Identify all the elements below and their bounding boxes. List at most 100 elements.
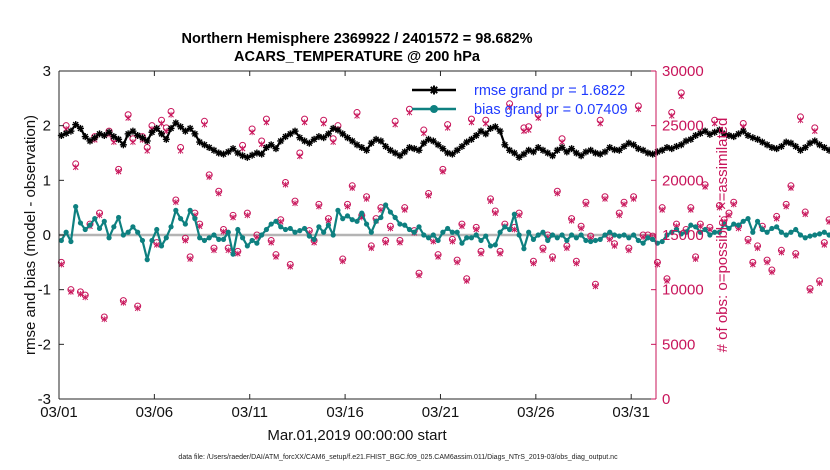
rmse-point bbox=[196, 138, 204, 146]
bias-point bbox=[177, 216, 184, 222]
obs-assimilated-point bbox=[449, 238, 456, 245]
y-tick-label: 2 bbox=[43, 118, 51, 135]
rmse-point bbox=[563, 148, 571, 156]
rmse-point bbox=[296, 134, 304, 142]
obs-assimilated-point bbox=[621, 201, 627, 208]
rmse-point bbox=[358, 144, 366, 152]
rmse-point bbox=[477, 127, 485, 135]
bias-point bbox=[325, 222, 332, 228]
obs-assimilated-point bbox=[287, 263, 294, 270]
rmse-point bbox=[262, 144, 270, 152]
bias-point bbox=[173, 207, 179, 213]
rmse-point bbox=[677, 141, 685, 149]
rmse-point bbox=[501, 141, 509, 149]
obs-assimilated-point bbox=[492, 210, 499, 217]
rmse-point bbox=[72, 121, 80, 129]
bias-point bbox=[311, 236, 317, 242]
obs-assimilated-point bbox=[301, 119, 308, 126]
y-axis-right: 0 5000 10000 15000 20000 25000 30000 bbox=[651, 63, 704, 408]
obs-assimilated-point bbox=[769, 269, 775, 276]
rmse-point bbox=[353, 141, 361, 149]
rmse-point bbox=[282, 133, 289, 141]
rmse-point bbox=[158, 130, 166, 138]
bias-point bbox=[58, 237, 64, 244]
obs-assimilated-point bbox=[401, 206, 408, 213]
bias-point bbox=[826, 232, 830, 238]
obs-assimilated-point bbox=[316, 203, 322, 210]
bias-point bbox=[92, 216, 98, 222]
bias-point bbox=[201, 237, 208, 244]
rmse-point bbox=[210, 146, 218, 154]
bias-point bbox=[340, 216, 346, 222]
rmse-point bbox=[739, 127, 747, 135]
rmse-point bbox=[286, 130, 294, 138]
rmse-point bbox=[291, 127, 299, 135]
obs-assimilated-point bbox=[821, 241, 828, 248]
bias-point bbox=[96, 225, 103, 232]
obs-assimilated-point bbox=[292, 200, 298, 207]
rmse-point bbox=[200, 141, 208, 149]
bias-point bbox=[807, 233, 813, 239]
bias-point bbox=[545, 237, 551, 244]
obs-assimilated-point bbox=[172, 199, 179, 206]
rmse-point bbox=[396, 152, 404, 160]
rmse-point bbox=[110, 133, 118, 141]
obs-assimilated-point bbox=[320, 120, 327, 127]
rmse-point bbox=[415, 146, 423, 154]
obs-assimilated-point bbox=[220, 228, 227, 235]
obs-assimilated-point bbox=[211, 247, 217, 254]
bias-series bbox=[58, 202, 830, 263]
bias-point bbox=[101, 218, 107, 224]
obs-assimilated-point bbox=[382, 239, 389, 246]
obs-assimilated-point bbox=[258, 141, 265, 148]
bias-point bbox=[487, 243, 494, 249]
rmse-point bbox=[224, 148, 232, 156]
rmse-point bbox=[105, 128, 113, 136]
obs-assimilated-point bbox=[125, 115, 131, 122]
rmse-point bbox=[186, 124, 194, 132]
rmse-point bbox=[348, 137, 356, 145]
obs-assimilated-point bbox=[206, 174, 213, 181]
obs-assimilated-point bbox=[578, 225, 584, 232]
rmse-point bbox=[539, 146, 547, 154]
bias-point bbox=[802, 235, 808, 241]
rmse-point bbox=[558, 144, 566, 152]
bias-point bbox=[139, 237, 146, 244]
rmse-point bbox=[420, 139, 428, 147]
bias-point bbox=[278, 224, 284, 230]
bias-point bbox=[106, 235, 112, 241]
x-tick-label: 03/06 bbox=[136, 404, 174, 421]
rmse-point bbox=[515, 153, 523, 161]
y2-tick-label: 15000 bbox=[662, 227, 704, 244]
chart-subtitle: ACARS_TEMPERATURE @ 200 hPa bbox=[234, 49, 481, 65]
rmse-point bbox=[496, 127, 504, 135]
bias-point bbox=[597, 236, 603, 242]
rmse-point bbox=[205, 144, 213, 152]
bias-point bbox=[650, 236, 656, 242]
rmse-point bbox=[630, 141, 638, 149]
bias-point bbox=[387, 209, 394, 215]
obs-assimilated-point bbox=[115, 168, 122, 175]
rmse-point bbox=[668, 145, 676, 153]
rmse-point bbox=[305, 139, 313, 147]
obs-assimilated-point bbox=[535, 115, 542, 122]
rmse-point bbox=[81, 133, 89, 141]
rmse-point bbox=[434, 141, 442, 149]
bias-point bbox=[592, 237, 599, 244]
obs-assimilated-point bbox=[811, 128, 818, 135]
obs-assimilated-point bbox=[573, 260, 580, 267]
obs-assimilated-point bbox=[702, 183, 708, 190]
bias-point bbox=[568, 232, 575, 238]
bias-point bbox=[616, 233, 622, 239]
obs-assimilated-point bbox=[282, 181, 289, 188]
rmse-point bbox=[510, 149, 518, 157]
bias-point bbox=[478, 237, 484, 244]
bias-point bbox=[211, 232, 217, 238]
obs-assimilated-point bbox=[516, 212, 523, 219]
rmse-point bbox=[734, 130, 742, 138]
bias-point bbox=[659, 238, 665, 245]
x-axis: 03/01 03/06 03/11 03/16 03/21 03/26 03/31 bbox=[40, 71, 650, 421]
rmse-point bbox=[715, 126, 723, 134]
rmse-point bbox=[339, 130, 347, 138]
bias-point bbox=[149, 237, 155, 244]
